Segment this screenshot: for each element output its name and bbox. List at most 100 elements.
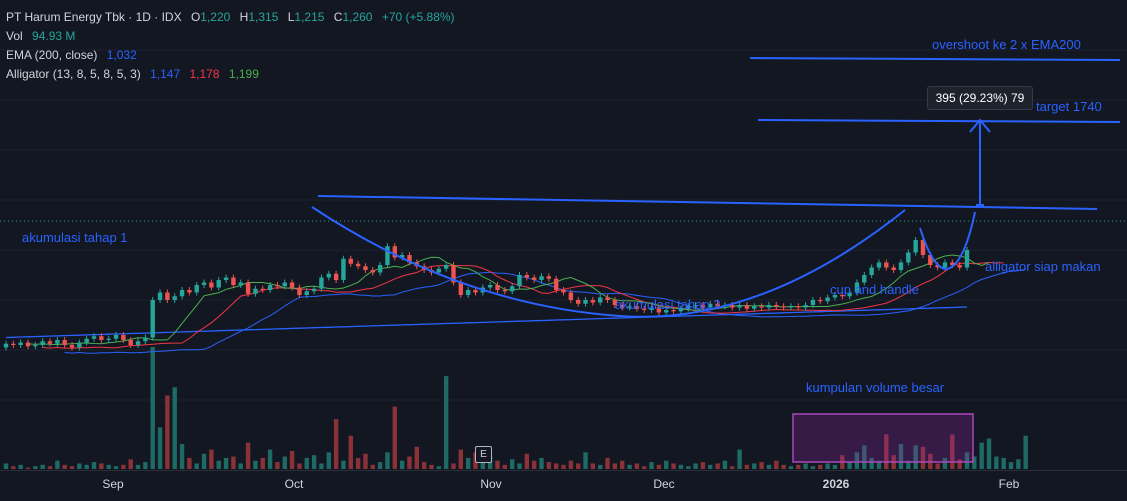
volume-bar-91 [671,463,676,469]
candle-46 [341,258,346,280]
volume-bar-117 [862,445,867,469]
volume-bar-127 [935,463,940,469]
candle-109 [803,305,808,308]
candle-26 [194,285,199,293]
candle-125 [920,240,926,255]
volume-bar-47 [348,435,353,469]
volume-bar-97 [715,463,720,469]
volume-bar-26 [194,463,199,469]
volume-bar-31 [231,456,236,469]
symbol-title[interactable]: PT Harum Energy Tbk · 1D · IDX [6,10,182,24]
volume-bar-130 [957,459,962,469]
volume-highlight-box [792,413,974,463]
volume-bar-110 [810,466,816,469]
candle-15 [113,335,119,339]
alligator-lips-line [27,254,990,346]
annotation-alligator: alligator siap makan [985,259,1101,274]
alligator-teeth-line [42,261,1004,349]
x-tick-oct: Oct [284,477,304,491]
volume-bar-38 [282,456,287,469]
candle-92 [678,308,684,312]
candle-67 [495,285,500,290]
volume-bar-3 [25,467,31,469]
candle-80 [590,300,596,303]
candle-83 [612,300,618,305]
candle-39 [289,282,295,288]
volume-bar-20 [150,347,155,469]
volume-bar-41 [304,457,309,469]
time-axis[interactable]: Sep Oct Nov Dec 2026 Feb [0,470,1127,501]
alligator-jaw-line [64,268,1026,354]
candle-96 [708,303,713,308]
x-tick-sep: Sep [102,477,124,491]
volume-bar-119 [876,460,882,469]
volume-bar-69 [509,459,515,469]
volume-bar-35 [260,457,265,469]
overshoot-line [749,57,1121,61]
volume-bar-112 [825,463,830,469]
candle-14 [106,338,111,340]
volume-bar-88 [649,462,654,469]
volume-bar-68 [502,464,508,469]
candle-95 [700,305,706,308]
drawings [0,57,1127,463]
volume-bar-67 [495,460,500,469]
candle-75 [553,278,559,290]
candle-91 [671,310,676,312]
ema-label[interactable]: EMA (200, close) [6,48,98,62]
candle-120 [884,262,889,268]
price-chart[interactable] [0,0,1127,470]
volume-bar-94 [693,463,698,469]
volume-bar-43 [319,463,324,469]
annotation-target: target 1740 [1036,99,1102,114]
candle-5 [40,341,45,345]
volume-bar-96 [708,464,713,469]
candle-94 [693,305,698,307]
volume-bar-128 [942,457,948,469]
x-tick-nov: Nov [480,477,502,491]
annotation-volume: kumpulan volume besar [806,380,945,395]
volume-bar-22 [165,395,170,469]
candle-118 [869,267,874,275]
alligator-teeth-value: 1,178 [189,67,220,81]
candle-0 [3,343,9,348]
earnings-badge[interactable]: E [475,446,492,463]
volume-bar-6 [47,466,53,469]
volume-bar-100 [737,449,742,469]
candle-76 [561,290,566,293]
volume-bar-86 [634,463,640,469]
volume-bar-42 [311,455,317,469]
volume-bar-29 [216,460,221,469]
volume-bar-76 [561,464,566,469]
volume-bar-16 [121,464,126,469]
candle-50 [370,270,375,273]
high-value: 1,315 [248,10,279,24]
candle-126 [928,255,933,265]
candle-116 [854,282,860,293]
alligator-lips-value: 1,199 [228,67,259,81]
candle-16 [121,335,126,340]
candle-131 [964,250,970,268]
candle-10 [77,342,82,348]
candle-114 [840,295,845,297]
cup-curve [311,206,906,318]
candle-62 [458,282,464,295]
volume-bar-75 [553,463,559,469]
candle-119 [876,262,882,268]
volume-bar-123 [906,460,911,469]
candle-74 [546,276,552,279]
volume-bar-120 [884,434,889,469]
volume-label[interactable]: Vol [6,29,23,43]
volume-bars [3,347,1028,469]
candle-130 [957,265,962,268]
volume-bar-63 [465,457,471,469]
volume-bar-89 [656,464,662,469]
volume-bar-108 [796,464,801,469]
alligator-label[interactable]: Alligator (13, 8, 5, 8, 5, 3) [6,67,141,81]
candle-59 [436,268,442,273]
volume-bar-59 [436,466,442,469]
volume-bar-53 [392,406,398,469]
volume-bar-107 [788,466,794,469]
volume-bar-14 [106,464,111,469]
candle-113 [832,295,838,298]
